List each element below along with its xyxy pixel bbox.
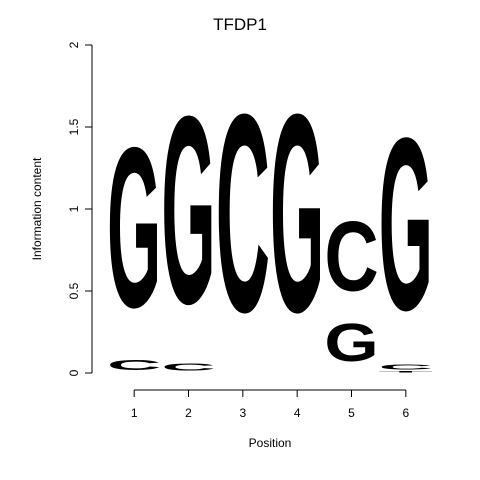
letter-glyph: C <box>107 357 161 373</box>
letter-glyph: G <box>161 62 215 360</box>
x-tick-label: 5 <box>348 406 355 420</box>
letter-glyph: G <box>107 99 161 355</box>
letter-glyph: C <box>324 200 378 312</box>
x-tick-label: 2 <box>185 406 192 420</box>
x-tick-label: 4 <box>294 406 301 420</box>
y-axis-label: Information content <box>30 157 44 260</box>
y-tick-label: 0 <box>67 369 81 376</box>
letter-glyph: G <box>270 55 324 371</box>
y-tick-label: 1.5 <box>67 118 81 135</box>
letter-glyph: C <box>161 362 215 373</box>
x-axis-label: Position <box>249 436 292 450</box>
x-tick-label: 1 <box>131 406 138 420</box>
chart-title: TFDP1 <box>213 15 267 34</box>
letter-glyph: G <box>379 87 433 362</box>
x-tick-label: 3 <box>239 406 246 420</box>
letter-glyph: T <box>379 371 433 373</box>
y-tick-label: 1 <box>67 205 81 212</box>
letter-glyph: G <box>324 313 378 374</box>
y-tick-label: 2 <box>67 41 81 48</box>
x-tick-label: 6 <box>402 406 409 420</box>
letter-glyph: C <box>216 55 270 371</box>
letter-glyph: C <box>379 363 433 371</box>
y-tick-label: 0.5 <box>67 282 81 299</box>
